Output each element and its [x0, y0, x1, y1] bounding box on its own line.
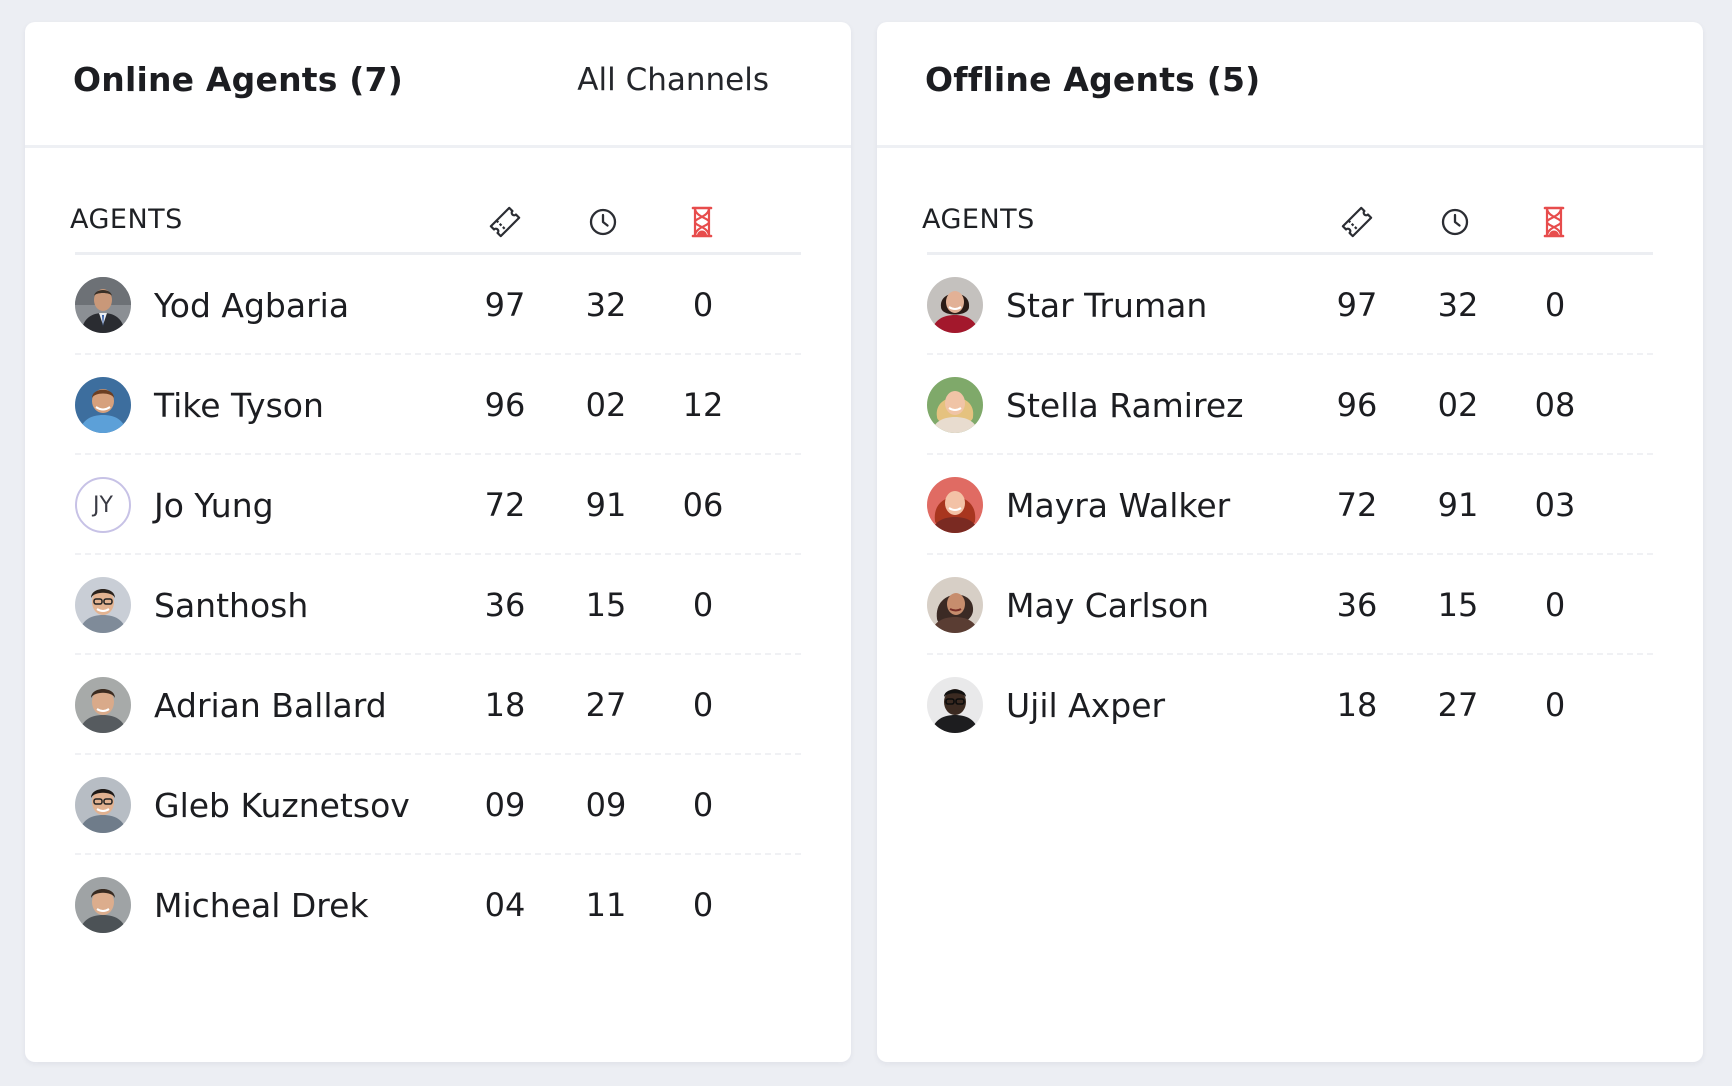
agent-row[interactable]: Stella Ramirez 96 02 08 — [927, 355, 1653, 455]
agent-name[interactable]: Mayra Walker — [1006, 486, 1231, 525]
tickets-count: 36 — [484, 586, 526, 624]
agent-name[interactable]: Gleb Kuznetsov — [154, 786, 410, 825]
online-agents-title: Online Agents (7) — [73, 60, 404, 99]
avatar — [75, 377, 131, 433]
tickets-count: 96 — [484, 386, 526, 424]
avatar — [75, 777, 131, 833]
avatar — [927, 577, 983, 633]
agent-name[interactable]: Ujil Axper — [1006, 686, 1166, 725]
time-value: 09 — [585, 786, 627, 824]
offline-agents-table: AGENTS — [922, 152, 1653, 755]
pending-count: 0 — [1544, 686, 1566, 724]
tickets-count: 04 — [484, 886, 526, 924]
agent-name[interactable]: Yod Agbaria — [154, 286, 350, 325]
agent-row[interactable]: Yod Agbaria 97 32 0 — [75, 255, 801, 355]
avatar — [75, 577, 131, 633]
avatar — [927, 477, 983, 533]
agent-row[interactable]: JY Jo Yung 72 91 06 — [75, 455, 801, 555]
tickets-count: 97 — [484, 286, 526, 324]
agent-row[interactable]: Adrian Ballard 18 27 0 — [75, 655, 801, 755]
avatar — [75, 877, 131, 933]
pending-count: 08 — [1534, 386, 1576, 424]
agent-row[interactable]: May Carlson 36 15 0 — [927, 555, 1653, 655]
pending-count: 12 — [682, 386, 724, 424]
ticket-icon — [485, 202, 525, 242]
agent-row[interactable]: Tike Tyson 96 02 12 — [75, 355, 801, 455]
agent-name[interactable]: Star Truman — [1006, 286, 1208, 325]
pending-count: 0 — [692, 686, 714, 724]
agent-name[interactable]: Micheal Drek — [154, 886, 369, 925]
time-value: 02 — [1437, 386, 1479, 424]
agents-column-header: AGENTS — [922, 204, 1035, 235]
avatar — [75, 277, 131, 333]
tickets-count: 18 — [1336, 686, 1378, 724]
time-value: 32 — [585, 286, 627, 324]
time-value: 15 — [585, 586, 627, 624]
avatar — [927, 377, 983, 433]
pending-count: 0 — [692, 886, 714, 924]
agent-row[interactable]: Ujil Axper 18 27 0 — [927, 655, 1653, 755]
agent-row[interactable]: Gleb Kuznetsov 09 09 0 — [75, 755, 801, 855]
channel-filter-dropdown[interactable]: All Channels — [577, 62, 769, 98]
tickets-count: 72 — [484, 486, 526, 524]
pending-count: 0 — [692, 586, 714, 624]
time-value: 27 — [1437, 686, 1479, 724]
agents-column-header: AGENTS — [70, 204, 183, 235]
pending-count: 03 — [1534, 486, 1576, 524]
time-value: 15 — [1437, 586, 1479, 624]
tickets-count: 09 — [484, 786, 526, 824]
online-agents-header: Online Agents (7) All Channels — [25, 22, 851, 148]
agent-name[interactable]: Tike Tyson — [154, 386, 324, 425]
online-agents-table: AGENTS — [70, 152, 801, 955]
hourglass-icon — [682, 202, 722, 242]
agent-name[interactable]: Stella Ramirez — [1006, 386, 1244, 425]
offline-agents-title: Offline Agents (5) — [925, 60, 1261, 99]
avatar-initials: JY — [75, 477, 131, 533]
agent-name[interactable]: May Carlson — [1006, 586, 1210, 625]
offline-agents-panel: Offline Agents (5) AGENTS — [877, 22, 1703, 1062]
pending-count: 0 — [1544, 586, 1566, 624]
hourglass-icon — [1534, 202, 1574, 242]
table-header: AGENTS — [922, 152, 1653, 255]
avatar — [927, 277, 983, 333]
tickets-count: 36 — [1336, 586, 1378, 624]
offline-agents-header: Offline Agents (5) — [877, 22, 1703, 148]
tickets-count: 97 — [1336, 286, 1378, 324]
pending-count: 0 — [692, 786, 714, 824]
time-value: 91 — [1437, 486, 1479, 524]
time-value: 11 — [585, 886, 627, 924]
agent-name[interactable]: Santhosh — [154, 586, 309, 625]
pending-count: 0 — [692, 286, 714, 324]
clock-icon — [583, 202, 623, 242]
table-header: AGENTS — [70, 152, 801, 255]
agent-row[interactable]: Star Truman 97 32 0 — [927, 255, 1653, 355]
pending-count: 0 — [1544, 286, 1566, 324]
tickets-count: 96 — [1336, 386, 1378, 424]
agent-row[interactable]: Santhosh 36 15 0 — [75, 555, 801, 655]
time-value: 32 — [1437, 286, 1479, 324]
time-value: 27 — [585, 686, 627, 724]
tickets-count: 72 — [1336, 486, 1378, 524]
avatar — [927, 677, 983, 733]
agent-name[interactable]: Adrian Ballard — [154, 686, 387, 725]
agent-name[interactable]: Jo Yung — [154, 486, 274, 525]
ticket-icon — [1337, 202, 1377, 242]
pending-count: 06 — [682, 486, 724, 524]
tickets-count: 18 — [484, 686, 526, 724]
time-value: 91 — [585, 486, 627, 524]
avatar — [75, 677, 131, 733]
time-value: 02 — [585, 386, 627, 424]
agent-row[interactable]: Micheal Drek 04 11 0 — [75, 855, 801, 955]
agent-row[interactable]: Mayra Walker 72 91 03 — [927, 455, 1653, 555]
clock-icon — [1435, 202, 1475, 242]
online-agents-panel: Online Agents (7) All Channels AGENTS — [25, 22, 851, 1062]
